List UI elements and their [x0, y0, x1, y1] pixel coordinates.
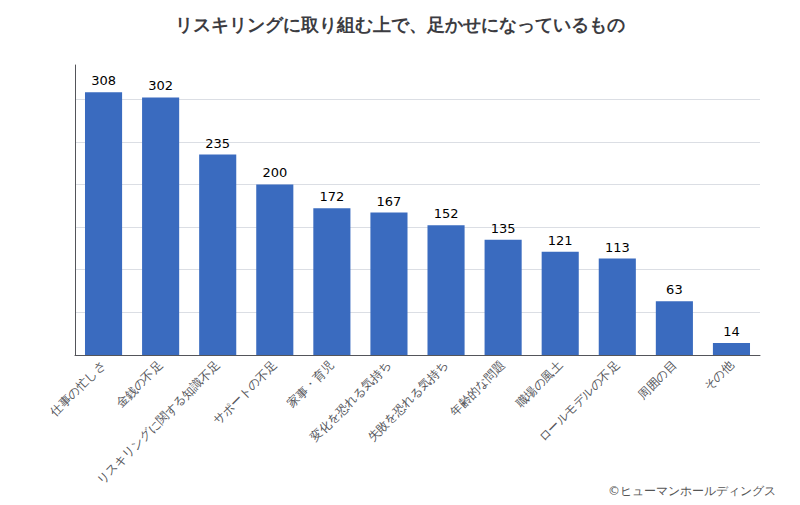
svg-text:サポートの不足: サポートの不足 — [210, 358, 279, 427]
svg-text:金銭の不足: 金銭の不足 — [113, 358, 165, 410]
svg-text:302: 302 — [148, 78, 173, 93]
svg-text:周囲の目: 周囲の目 — [635, 358, 679, 402]
svg-text:113: 113 — [605, 240, 630, 255]
svg-text:172: 172 — [319, 189, 344, 204]
svg-text:14: 14 — [723, 324, 740, 339]
svg-text:167: 167 — [377, 194, 402, 209]
svg-text:135: 135 — [491, 221, 516, 236]
svg-text:63: 63 — [666, 282, 683, 297]
svg-text:リスキリングに取り組む上で、足かせになっているもの: リスキリングに取り組む上で、足かせになっているもの — [175, 14, 625, 35]
svg-text:その他: その他 — [701, 358, 736, 393]
svg-text:職場の風土: 職場の風土 — [513, 358, 565, 410]
svg-text:200: 200 — [262, 165, 287, 180]
svg-text:家事・育児: 家事・育児 — [284, 358, 336, 410]
svg-text:失敗を恐れる気持ち: 失敗を恐れる気持ち — [365, 358, 451, 444]
svg-text:リスキリングに関する知識不足: リスキリングに関する知識不足 — [94, 358, 223, 487]
svg-text:仕事の忙しさ: 仕事の忙しさ — [47, 358, 109, 420]
svg-text:152: 152 — [434, 206, 459, 221]
svg-text:変化を恐れる気持ち: 変化を恐れる気持ち — [307, 358, 394, 445]
svg-text:235: 235 — [205, 136, 230, 151]
svg-text:308: 308 — [91, 73, 116, 88]
svg-text:121: 121 — [548, 233, 573, 248]
svg-text:ロールモデルの不足: ロールモデルの不足 — [536, 358, 622, 444]
svg-text:年齢的な問題: 年齢的な問題 — [447, 358, 508, 419]
svg-text:©ヒューマンホールディングス: ©ヒューマンホールディングス — [608, 484, 776, 498]
